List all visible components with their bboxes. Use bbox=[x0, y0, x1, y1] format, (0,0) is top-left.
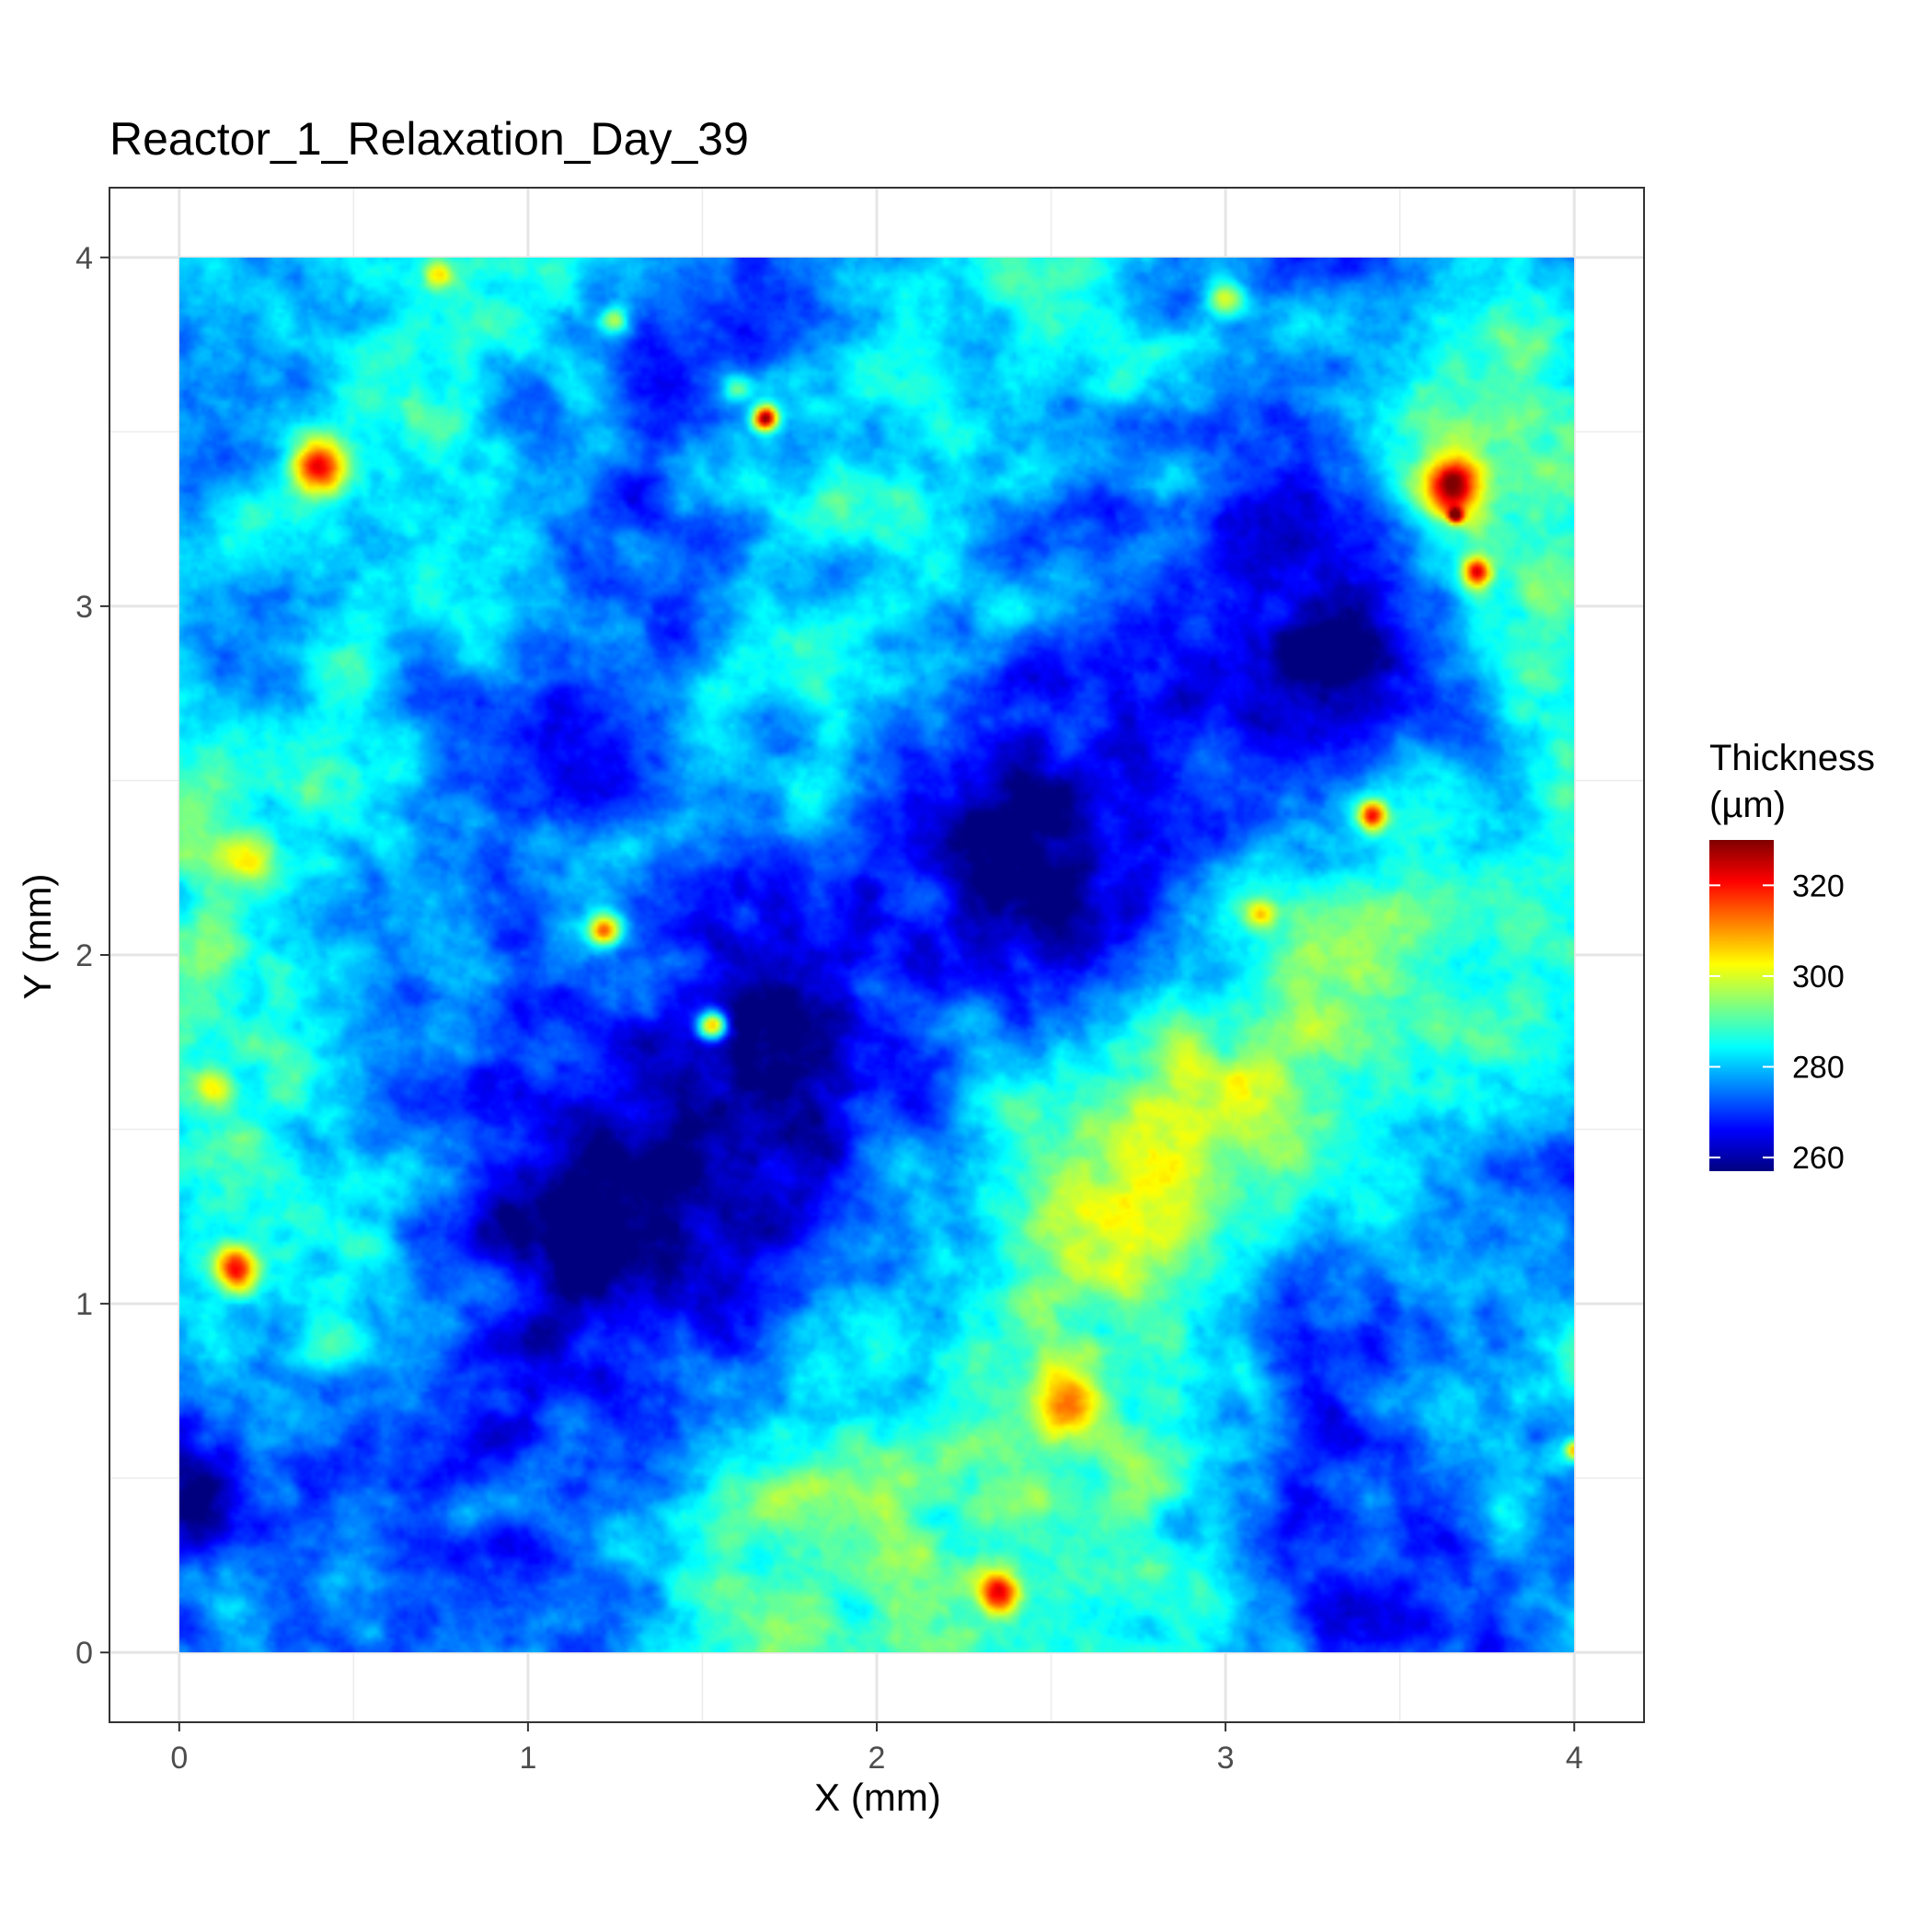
x-axis-title: X (mm) bbox=[814, 1776, 941, 1819]
colorbar-legend: Thickness (µm) 260 280 300 320 bbox=[1709, 738, 1875, 1176]
colorbar bbox=[1709, 840, 1774, 1171]
heatmap-raster bbox=[178, 257, 1575, 1653]
x-tick-label: 0 bbox=[170, 1741, 188, 1776]
colorbar-tick-label: 260 bbox=[1792, 1141, 1845, 1176]
x-tick-label: 4 bbox=[1566, 1741, 1583, 1776]
y-tick-label: 2 bbox=[75, 938, 93, 973]
colorbar-tick-label: 280 bbox=[1792, 1051, 1845, 1086]
y-tick-label: 4 bbox=[75, 241, 93, 276]
y-tick-label: 1 bbox=[75, 1287, 93, 1322]
heatmap-raster-container bbox=[178, 257, 1575, 1653]
chart-title: Reactor_1_Relaxation_Day_39 bbox=[109, 113, 749, 165]
x-tick-label: 2 bbox=[868, 1741, 886, 1776]
x-axis: 0 1 2 3 4 bbox=[170, 1722, 1583, 1776]
y-axis: 0 1 2 3 4 bbox=[75, 241, 109, 1671]
x-tick-label: 3 bbox=[1217, 1741, 1235, 1776]
colorbar-tick-label: 300 bbox=[1792, 960, 1845, 995]
y-tick-label: 0 bbox=[75, 1636, 93, 1671]
legend-title-line1: Thickness bbox=[1709, 738, 1875, 778]
y-tick-label: 3 bbox=[75, 590, 93, 625]
y-axis-title: Y (mm) bbox=[16, 874, 59, 1000]
legend-title-line2: (µm) bbox=[1709, 785, 1786, 825]
colorbar-ticks: 260 280 300 320 bbox=[1709, 868, 1845, 1176]
colorbar-tick-label: 320 bbox=[1792, 868, 1845, 903]
x-tick-label: 1 bbox=[519, 1741, 536, 1776]
